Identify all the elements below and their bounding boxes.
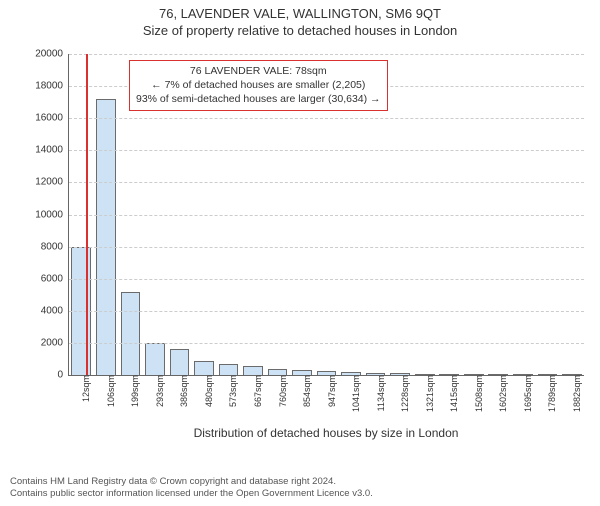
x-axis-label: Distribution of detached houses by size … — [68, 426, 584, 440]
x-tick-label: 12sqm — [77, 375, 91, 402]
x-tick-label: 199sqm — [126, 375, 140, 407]
x-tick-label: 480sqm — [200, 375, 214, 407]
histogram-bar — [121, 292, 141, 375]
histogram-bar — [145, 343, 165, 375]
gridline — [69, 150, 584, 151]
x-tick-label: 854sqm — [298, 375, 312, 407]
histogram-bar — [96, 99, 116, 375]
gridline — [69, 182, 584, 183]
x-tick-label: 386sqm — [175, 375, 189, 407]
histogram-bar — [219, 364, 239, 375]
x-tick-label: 1228sqm — [396, 375, 410, 412]
y-tick-label: 8000 — [41, 241, 69, 252]
y-tick-label: 4000 — [41, 305, 69, 316]
histogram-bar — [243, 366, 263, 375]
histogram-bar — [170, 349, 190, 375]
chart-area: Number of detached properties 12sqm106sq… — [0, 46, 600, 446]
annotation-box: 76 LAVENDER VALE: 78sqm← 7% of detached … — [129, 60, 388, 111]
x-tick-label: 667sqm — [249, 375, 263, 407]
gridline — [69, 118, 584, 119]
y-tick-label: 2000 — [41, 337, 69, 348]
gridline — [69, 343, 584, 344]
y-tick-label: 10000 — [35, 209, 69, 220]
y-tick-label: 6000 — [41, 273, 69, 284]
y-tick-label: 0 — [57, 370, 69, 381]
y-tick-label: 14000 — [35, 145, 69, 156]
x-tick-label: 106sqm — [102, 375, 116, 407]
page-subtitle: Size of property relative to detached ho… — [0, 23, 600, 38]
x-tick-label: 1415sqm — [445, 375, 459, 412]
annotation-line: 76 LAVENDER VALE: 78sqm — [136, 64, 381, 78]
subject-marker-line — [86, 54, 88, 375]
x-tick-label: 760sqm — [274, 375, 288, 407]
x-tick-label: 1602sqm — [494, 375, 508, 412]
footer-line-1: Contains HM Land Registry data © Crown c… — [10, 476, 590, 488]
annotation-line: 93% of semi-detached houses are larger (… — [136, 92, 381, 106]
x-tick-label: 1321sqm — [421, 375, 435, 412]
gridline — [69, 247, 584, 248]
histogram-bar — [194, 361, 214, 375]
plot-region: 12sqm106sqm199sqm293sqm386sqm480sqm573sq… — [68, 54, 584, 376]
y-tick-label: 12000 — [35, 177, 69, 188]
x-tick-label: 1134sqm — [372, 375, 386, 411]
y-tick-label: 18000 — [35, 81, 69, 92]
x-tick-label: 1041sqm — [347, 375, 361, 412]
annotation-line: ← 7% of detached houses are smaller (2,2… — [136, 78, 381, 92]
x-tick-label: 1882sqm — [568, 375, 582, 412]
footer-line-2: Contains public sector information licen… — [10, 488, 590, 500]
gridline — [69, 279, 584, 280]
y-tick-label: 20000 — [35, 49, 69, 60]
page-title: 76, LAVENDER VALE, WALLINGTON, SM6 9QT — [0, 6, 600, 21]
x-tick-label: 573sqm — [224, 375, 238, 407]
gridline — [69, 215, 584, 216]
x-tick-label: 947sqm — [323, 375, 337, 407]
footer-attribution: Contains HM Land Registry data © Crown c… — [10, 476, 590, 500]
x-tick-label: 293sqm — [151, 375, 165, 407]
x-tick-label: 1695sqm — [519, 375, 533, 412]
gridline — [69, 311, 584, 312]
y-tick-label: 16000 — [35, 113, 69, 124]
gridline — [69, 54, 584, 55]
x-tick-label: 1789sqm — [543, 375, 557, 412]
x-tick-label: 1508sqm — [470, 375, 484, 412]
